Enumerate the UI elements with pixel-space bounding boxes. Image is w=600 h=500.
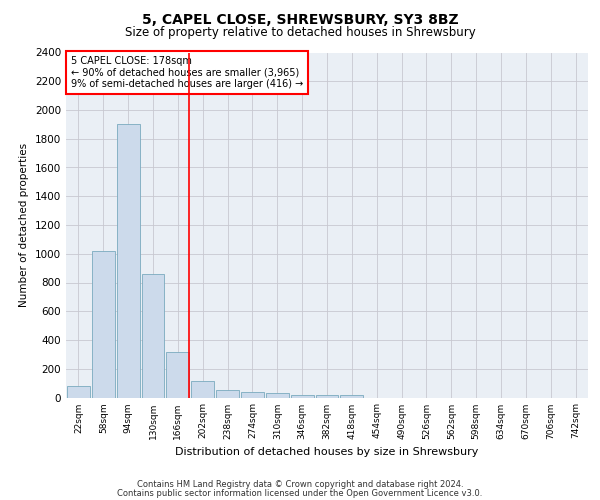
Bar — [191, 381, 214, 398]
Text: 5 CAPEL CLOSE: 178sqm
← 90% of detached houses are smaller (3,965)
9% of semi-de: 5 CAPEL CLOSE: 178sqm ← 90% of detached … — [71, 56, 304, 89]
Bar — [166, 352, 189, 398]
Bar — [340, 394, 363, 398]
Bar — [216, 390, 239, 398]
Bar — [266, 393, 289, 398]
Bar — [291, 394, 314, 398]
Text: Contains public sector information licensed under the Open Government Licence v3: Contains public sector information licen… — [118, 488, 482, 498]
Bar — [117, 124, 140, 398]
Bar — [316, 394, 338, 398]
Bar — [142, 274, 164, 398]
Bar — [241, 392, 264, 398]
Text: Contains HM Land Registry data © Crown copyright and database right 2024.: Contains HM Land Registry data © Crown c… — [137, 480, 463, 489]
Bar — [67, 386, 90, 398]
Text: 5, CAPEL CLOSE, SHREWSBURY, SY3 8BZ: 5, CAPEL CLOSE, SHREWSBURY, SY3 8BZ — [142, 12, 458, 26]
X-axis label: Distribution of detached houses by size in Shrewsbury: Distribution of detached houses by size … — [175, 447, 479, 457]
Bar — [92, 251, 115, 398]
Text: Size of property relative to detached houses in Shrewsbury: Size of property relative to detached ho… — [125, 26, 475, 39]
Y-axis label: Number of detached properties: Number of detached properties — [19, 143, 29, 307]
